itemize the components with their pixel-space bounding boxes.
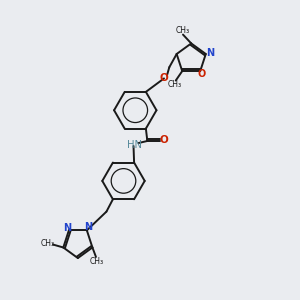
Text: N: N — [206, 47, 214, 58]
Text: O: O — [159, 135, 168, 145]
Text: CH₃: CH₃ — [89, 257, 103, 266]
Text: N: N — [63, 223, 71, 233]
Text: CH₃: CH₃ — [168, 80, 182, 89]
Text: N: N — [84, 222, 92, 232]
Text: O: O — [198, 69, 206, 79]
Text: CH₃: CH₃ — [175, 26, 190, 35]
Text: CH₃: CH₃ — [41, 239, 55, 248]
Text: O: O — [160, 74, 168, 83]
Text: HN: HN — [128, 140, 142, 149]
